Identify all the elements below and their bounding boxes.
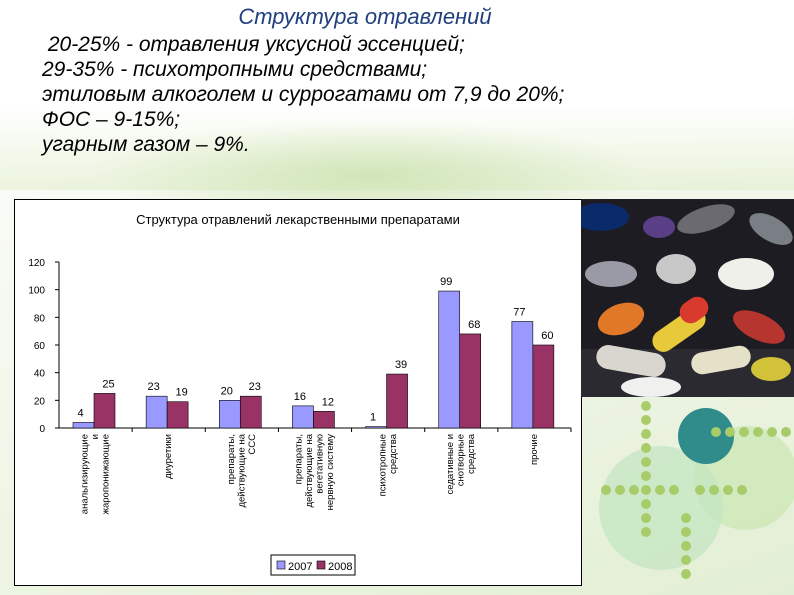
bar-2008 bbox=[313, 411, 335, 429]
category-label-line: и bbox=[90, 434, 101, 439]
data-label: 25 bbox=[102, 378, 114, 390]
category-label-line: диуретики bbox=[163, 434, 174, 479]
category-label: анальгизирующие и жаропонижающие bbox=[80, 434, 112, 514]
category-label-line: седативные и bbox=[445, 434, 456, 494]
category-label-line: снотворные bbox=[456, 434, 467, 486]
legend-swatch bbox=[316, 560, 326, 570]
legend-swatch bbox=[276, 560, 286, 570]
category-label-line: средства bbox=[388, 433, 399, 474]
category-label-line: препараты, bbox=[226, 434, 237, 484]
bar-2007 bbox=[145, 395, 168, 429]
category-label-line: анальгизирующие bbox=[80, 434, 91, 514]
bar-2008 bbox=[93, 393, 116, 429]
category-label: препараты, действующие на ССС bbox=[226, 433, 258, 507]
bar-2008 bbox=[532, 344, 555, 429]
category-label-line: действующие на bbox=[236, 433, 247, 507]
data-label: 23 bbox=[249, 381, 261, 393]
data-label: 77 bbox=[513, 306, 525, 318]
bar-2007 bbox=[72, 422, 95, 429]
bar-2007 bbox=[292, 405, 314, 429]
category-label-line: препараты, bbox=[294, 434, 305, 484]
chart-legend: 2007 2008 bbox=[270, 554, 356, 576]
bar-2007 bbox=[511, 321, 534, 429]
category-label: препараты, действующие на вегетативную нерв… bbox=[294, 433, 337, 510]
data-label: 12 bbox=[322, 396, 334, 408]
bar-2007 bbox=[218, 400, 241, 429]
data-label: 39 bbox=[395, 359, 407, 371]
category-label: диуретики bbox=[163, 434, 174, 479]
y-tick-label: 20 bbox=[34, 396, 46, 407]
slide-title: Структура отравлений bbox=[238, 4, 492, 29]
category-label: седативные и снотворные средства bbox=[445, 433, 477, 494]
bar-2007 bbox=[438, 290, 461, 429]
category-label-line: психотропные bbox=[377, 434, 388, 496]
stat-line: ФОС – 9-15%; bbox=[42, 108, 181, 131]
bar-2008 bbox=[459, 333, 482, 429]
chart-bars bbox=[72, 290, 555, 429]
category-label-line: средства bbox=[466, 433, 477, 474]
category-label-line: вегетативную bbox=[315, 434, 326, 494]
data-labels: 4 25 23 19 20 23 16 12 1 39 99 68 77 60 bbox=[77, 276, 553, 424]
legend-label: 2007 bbox=[288, 561, 312, 573]
y-tick-label: 0 bbox=[39, 424, 45, 435]
bar-2008 bbox=[166, 401, 189, 429]
category-label-line: жаропонижающие bbox=[101, 434, 112, 514]
category-label-line: ССС bbox=[247, 434, 258, 455]
y-tick-label: 60 bbox=[34, 341, 46, 352]
stat-line: 29-35% - психотропными средствами; bbox=[42, 58, 428, 81]
chart-canvas: Структура отравлений лекарственными преп… bbox=[28, 212, 572, 576]
data-label: 1 bbox=[370, 412, 376, 424]
legend-label: 2008 bbox=[328, 561, 352, 573]
decorative-circles bbox=[586, 398, 794, 588]
chart-title: Структура отравлений лекарственными преп… bbox=[136, 212, 460, 227]
bar-2007 bbox=[365, 426, 387, 429]
poisoning-stats-list: 20-25% - отравления уксусной эссенцией; … bbox=[42, 32, 564, 157]
data-label: 19 bbox=[176, 387, 188, 399]
stat-line: угарным газом – 9%. bbox=[42, 133, 250, 156]
drug-poisoning-chart: Структура отравлений лекарственными преп… bbox=[14, 199, 582, 586]
category-labels: анальгизирующие и жаропонижающие диуретики п… bbox=[80, 433, 540, 514]
category-label-line: действующие на bbox=[304, 433, 315, 507]
data-label: 20 bbox=[221, 385, 233, 397]
y-tick-label: 100 bbox=[28, 286, 45, 297]
stat-line: 20-25% - отравления уксусной эссенцией; bbox=[42, 33, 465, 56]
category-label: психотропные средства bbox=[377, 433, 399, 496]
legend-box bbox=[270, 554, 356, 576]
bar-2008 bbox=[386, 373, 408, 429]
y-tick-label: 40 bbox=[34, 369, 46, 380]
y-tick-label: 80 bbox=[34, 313, 46, 324]
category-label-line: прочие bbox=[529, 434, 540, 465]
data-label: 16 bbox=[294, 391, 306, 403]
category-label-line: нервную систему bbox=[325, 434, 336, 511]
data-label: 60 bbox=[541, 330, 553, 342]
data-label: 68 bbox=[468, 319, 480, 331]
data-label: 99 bbox=[440, 276, 452, 288]
stat-line: этиловым алкоголем и суррогатами от 7,9 … bbox=[42, 83, 565, 106]
data-label: 23 bbox=[148, 381, 160, 393]
y-tick-label: 120 bbox=[28, 258, 45, 269]
pills-photo bbox=[581, 199, 794, 397]
bar-2008 bbox=[239, 395, 262, 429]
data-label: 4 bbox=[77, 407, 83, 419]
category-label: прочие bbox=[529, 434, 540, 465]
